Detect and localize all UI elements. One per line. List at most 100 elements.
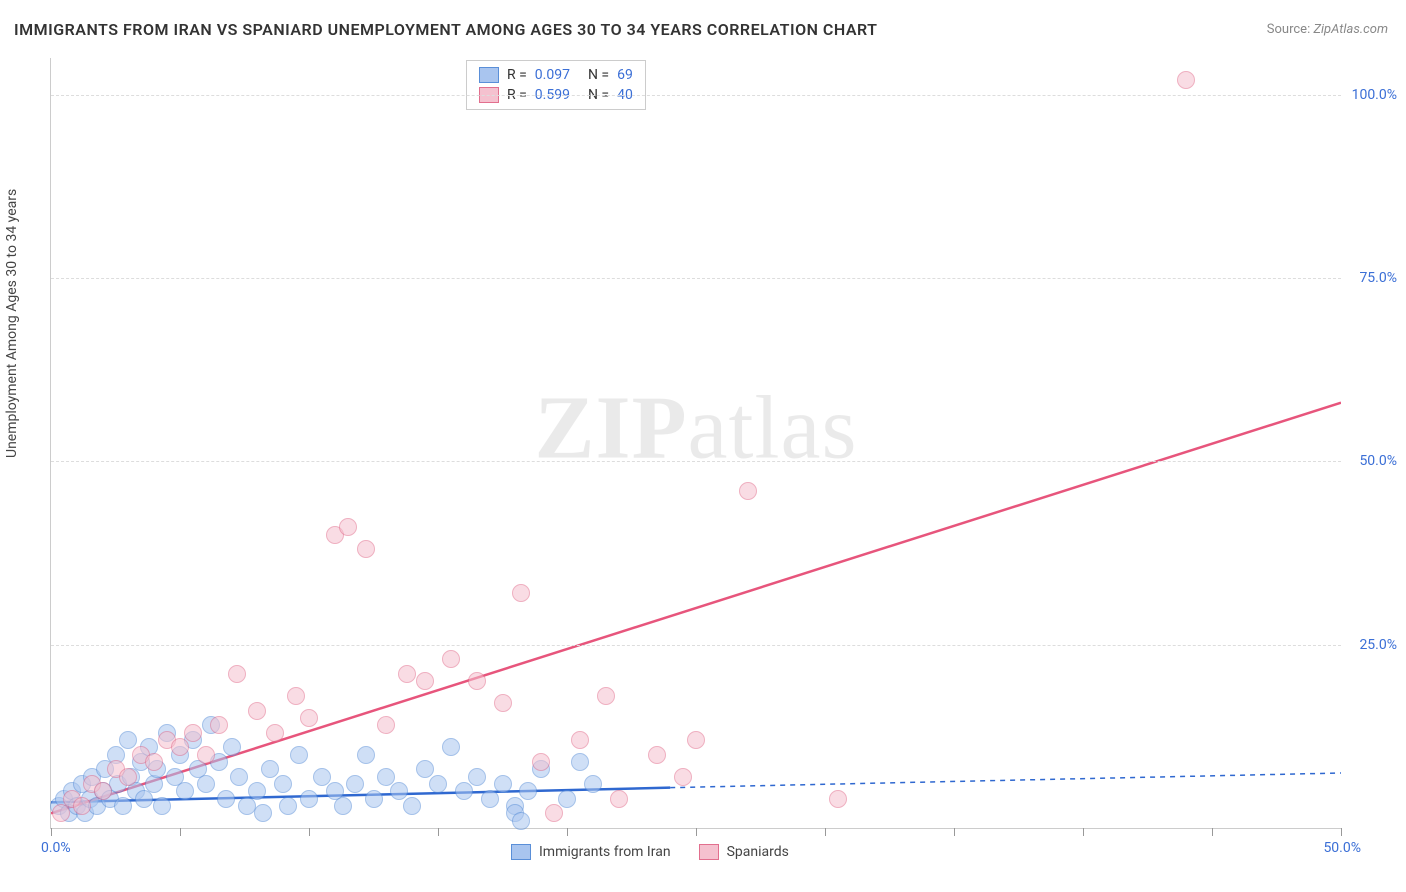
scatter-point [481,790,499,808]
scatter-point [313,768,331,786]
scatter-point [73,797,91,815]
scatter-point [1177,71,1195,89]
scatter-point [545,804,563,822]
legend-label: Immigrants from Iran [539,844,671,860]
scatter-point [739,482,757,500]
scatter-point [184,724,202,742]
x-tick [1212,828,1213,836]
y-tick-label: 25.0% [1359,637,1397,653]
scatter-point [119,768,137,786]
scatter-point [210,716,228,734]
legend-n-value: 69 [617,67,633,83]
scatter-point [176,782,194,800]
scatter-point [217,790,235,808]
x-axis-min-label: 0.0% [41,840,71,856]
scatter-point [300,790,318,808]
scatter-point [300,709,318,727]
scatter-point [687,731,705,749]
scatter-point [197,775,215,793]
scatter-point [153,797,171,815]
legend-r-label: R = [507,67,527,83]
series-legend: Immigrants from Iran Spaniards [511,844,789,860]
legend-r-value: 0.097 [535,67,570,83]
scatter-point [610,790,628,808]
scatter-point [119,731,137,749]
scatter-point [416,672,434,690]
scatter-point [228,665,246,683]
legend-n-label: N = [588,67,609,83]
x-tick [180,828,181,836]
watermark: ZIPatlas [535,376,858,479]
scatter-point [334,797,352,815]
scatter-point [494,694,512,712]
scatter-point [674,768,692,786]
y-tick-label: 75.0% [1359,270,1397,286]
scatter-point [468,672,486,690]
y-tick-label: 100.0% [1352,87,1397,103]
scatter-point [223,738,241,756]
scatter-point [287,687,305,705]
scatter-point [390,782,408,800]
gridline [51,461,1341,462]
scatter-point [274,775,292,793]
legend-swatch [479,67,499,83]
legend-item: Immigrants from Iran [511,844,671,860]
scatter-point [248,702,266,720]
scatter-point [512,812,530,830]
scatter-point [261,760,279,778]
legend-swatch [699,844,719,860]
trend-line [51,403,1341,814]
scatter-point [403,797,421,815]
trend-line-extrapolated [670,773,1341,788]
scatter-point [248,782,266,800]
gridline [51,278,1341,279]
legend-label: Spaniards [727,844,789,860]
scatter-point [829,790,847,808]
scatter-point [377,768,395,786]
scatter-point [584,775,602,793]
x-tick [825,828,826,836]
scatter-point [398,665,416,683]
source-value: ZipAtlas.com [1313,22,1388,37]
scatter-point [571,731,589,749]
scatter-point [494,775,512,793]
scatter-plot-area: ZIPatlas R =0.097N =69R =0.599N =40 Immi… [50,58,1341,829]
x-tick [954,828,955,836]
scatter-point [230,768,248,786]
x-axis-max-label: 50.0% [1323,840,1361,856]
y-tick-label: 50.0% [1359,453,1397,469]
y-axis-label: Unemployment Among Ages 30 to 34 years [4,189,20,458]
scatter-point [532,753,550,771]
correlation-legend: R =0.097N =69R =0.599N =40 [466,60,646,110]
gridline [51,645,1341,646]
scatter-point [377,716,395,734]
legend-item: Spaniards [699,844,789,860]
scatter-point [346,775,364,793]
scatter-point [339,518,357,536]
scatter-point [266,724,284,742]
scatter-point [197,746,215,764]
x-tick [438,828,439,836]
scatter-point [597,687,615,705]
scatter-point [145,753,163,771]
legend-swatch [511,844,531,860]
scatter-point [442,738,460,756]
scatter-point [648,746,666,764]
scatter-point [455,782,473,800]
legend-row: R = 0.097 N = 69 [479,65,633,85]
scatter-point [571,753,589,771]
source-attribution: Source: ZipAtlas.com [1267,22,1388,37]
x-tick [1083,828,1084,836]
scatter-point [519,782,537,800]
scatter-point [512,584,530,602]
x-tick [309,828,310,836]
trend-lines-layer [51,58,1341,828]
x-tick [1341,828,1342,836]
scatter-point [429,775,447,793]
source-label: Source: [1267,22,1310,37]
scatter-point [416,760,434,778]
scatter-point [365,790,383,808]
scatter-point [279,797,297,815]
x-tick [567,828,568,836]
scatter-point [442,650,460,668]
